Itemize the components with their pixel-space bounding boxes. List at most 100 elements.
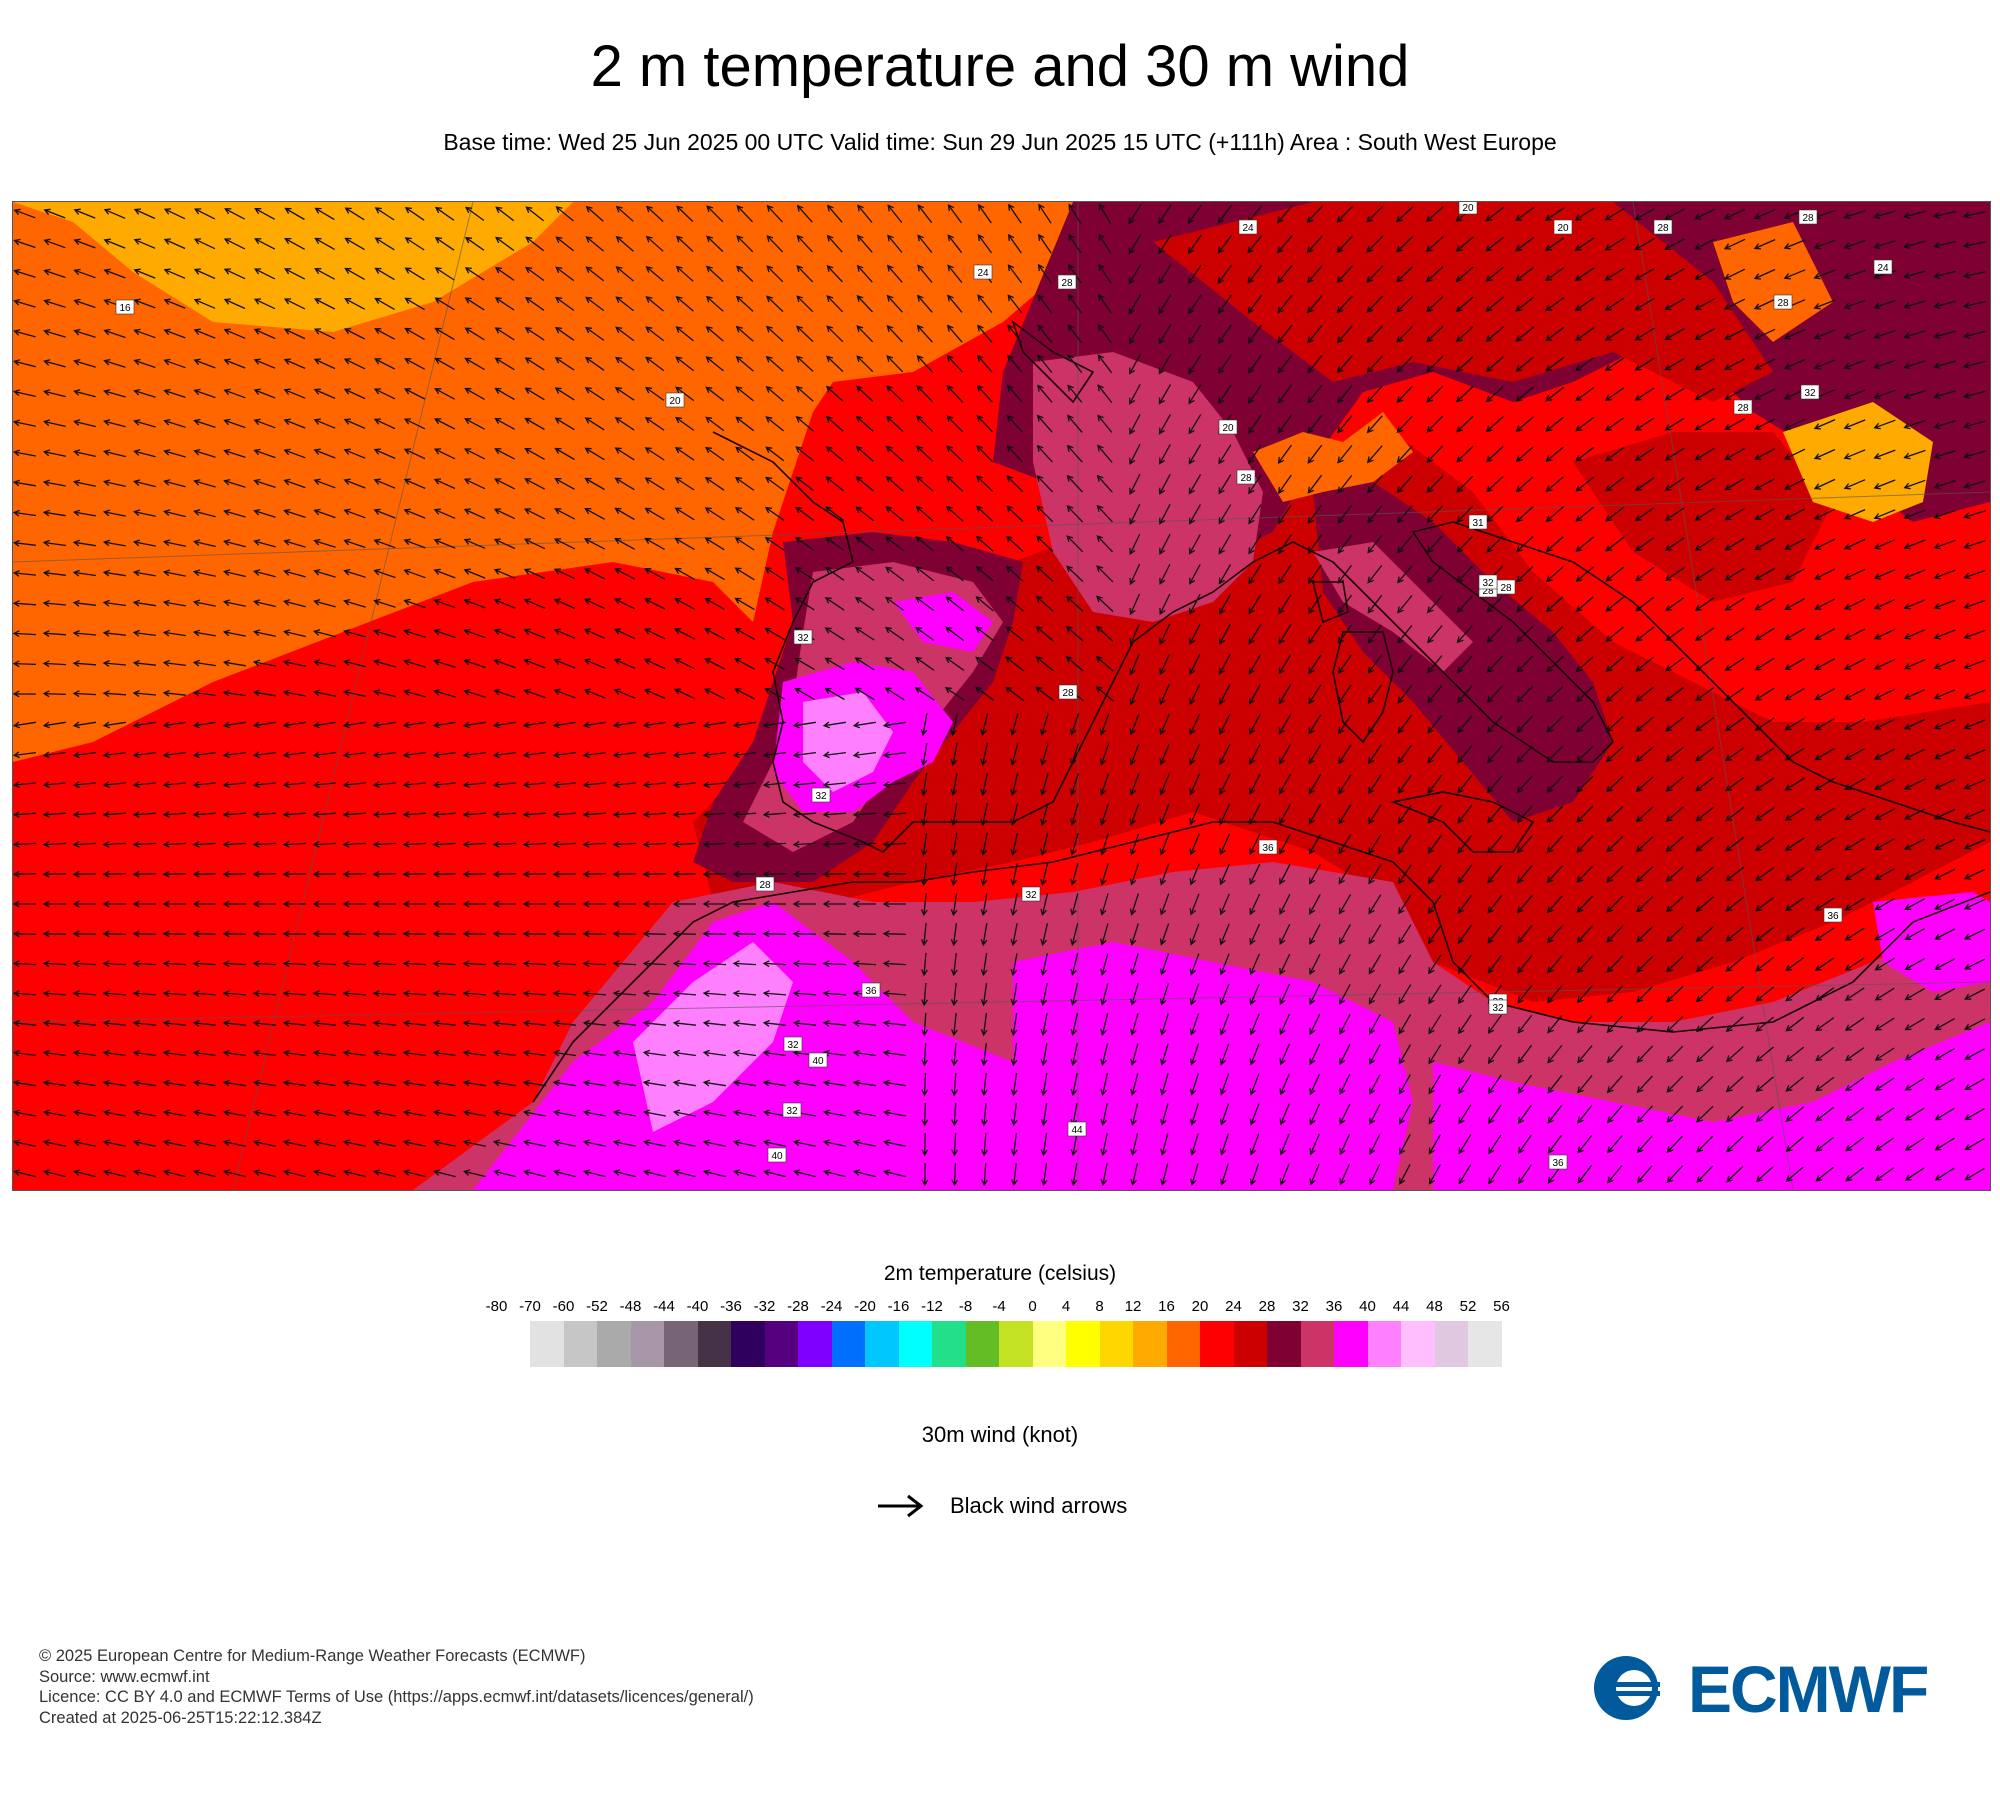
- wind-arrow: [582, 751, 606, 759]
- wind-arrow: [372, 1019, 396, 1027]
- svg-text:28: 28: [1482, 586, 1494, 597]
- wind-arrow: [432, 1079, 457, 1087]
- wind-arrow: [312, 960, 337, 968]
- wind-arrow: [882, 1079, 907, 1087]
- wind-arrow: [945, 596, 965, 612]
- wind-arrow: [915, 475, 934, 492]
- wind-arrow: [283, 358, 306, 369]
- wind-arrow: [1337, 444, 1353, 464]
- wind-arrow: [72, 1109, 96, 1117]
- wind-arrow: [916, 324, 933, 343]
- wind-arrow: [1366, 445, 1383, 464]
- wind-arrow: [1309, 953, 1321, 976]
- wind-arrow: [615, 296, 635, 312]
- wind-arrow: [1665, 985, 1684, 1003]
- wind-arrow: [1035, 656, 1054, 672]
- wind-arrow: [1160, 1133, 1169, 1156]
- wind-arrow: [1725, 1076, 1744, 1093]
- wind-arrow: [1934, 1047, 1955, 1061]
- wind-arrow: [193, 208, 216, 220]
- wind-arrow: [1516, 775, 1533, 794]
- wind-arrow: [433, 689, 456, 698]
- wind-arrow: [1189, 593, 1201, 616]
- wind-arrow: [1723, 208, 1746, 220]
- wind-arrow: [852, 930, 877, 938]
- wind-arrow: [766, 235, 784, 253]
- colorbar-swatch: [932, 1321, 966, 1367]
- wind-arrow: [582, 960, 607, 968]
- wind-arrow: [951, 1102, 959, 1127]
- wind-arrow: [1576, 1015, 1593, 1034]
- wind-arrow: [1606, 865, 1624, 883]
- wind-arrow: [762, 721, 787, 729]
- wind-arrow: [344, 207, 365, 221]
- wind-arrow: [1396, 415, 1413, 434]
- wind-arrow: [1159, 563, 1171, 586]
- wind-arrow: [495, 206, 515, 222]
- wind-arrow: [162, 960, 187, 968]
- wind-arrow: [312, 689, 336, 697]
- wind-arrow: [222, 569, 246, 578]
- wind-arrow: [1219, 1103, 1230, 1126]
- wind-arrow: [672, 1049, 696, 1057]
- wind-legend-title: 30m wind (knot): [921, 1422, 1079, 1447]
- wind-arrow: [344, 298, 366, 310]
- wind-arrow: [312, 751, 336, 759]
- wind-arrow: [523, 688, 546, 699]
- wind-arrow: [1005, 535, 1024, 552]
- contour-label: 24: [1238, 219, 1258, 235]
- wind-arrow: [1247, 324, 1263, 345]
- wind-arrow: [312, 1169, 336, 1178]
- wind-arrow: [103, 358, 126, 368]
- wind-arrow: [222, 900, 246, 908]
- wind-arrow: [1577, 1134, 1593, 1154]
- wind-arrow: [1726, 1136, 1744, 1153]
- wind-arrow: [404, 267, 425, 281]
- wind-arrow: [102, 1079, 127, 1087]
- colorbar-tick-label: -52: [586, 1298, 608, 1315]
- temperature-legend-ticks: -80 -70 -60 -52 -48 -44 -40 -36 -32 -28 -24 -20 -16-…: [0, 1298, 2000, 1318]
- wind-arrow: [1963, 868, 1986, 880]
- colorbar-tick-label: -4: [992, 1298, 1006, 1315]
- wind-arrow: [313, 599, 336, 608]
- wind-arrow: [1189, 1043, 1200, 1066]
- wind-arrow: [1458, 1014, 1472, 1035]
- wind-arrow: [1366, 265, 1384, 283]
- colorbar-tick-label: 40: [1359, 1298, 1376, 1315]
- wind-arrow: [1338, 924, 1351, 945]
- wind-arrow: [282, 1109, 306, 1117]
- wind-arrow: [1696, 1046, 1714, 1063]
- wind-arrow: [1753, 388, 1776, 400]
- wind-arrow: [766, 265, 784, 283]
- wind-arrow: [1069, 713, 1080, 736]
- wind-arrow: [222, 659, 246, 667]
- wind-arrow: [1279, 1043, 1290, 1066]
- wind-arrow: [1097, 324, 1112, 344]
- wind-arrow: [702, 1049, 726, 1057]
- wind-arrow: [1546, 775, 1564, 793]
- wind-arrow: [1515, 266, 1535, 282]
- colorbar-swatch: [1200, 1321, 1234, 1367]
- wind-arrow: [282, 629, 306, 638]
- wind-arrow: [1664, 268, 1685, 280]
- wind-arrow: [1666, 1105, 1684, 1123]
- contour-label: 24: [1873, 259, 1893, 275]
- wind-arrow: [1217, 264, 1233, 284]
- contour-label: 28: [1236, 469, 1256, 485]
- wind-arrow: [1754, 508, 1775, 520]
- wind-arrow: [1636, 1015, 1654, 1033]
- wind-arrow: [914, 687, 935, 701]
- wind-arrow: [702, 1139, 726, 1147]
- wind-arrow: [1010, 1043, 1018, 1067]
- wind-arrow: [1426, 385, 1444, 403]
- wind-arrow: [1546, 745, 1564, 763]
- wind-arrow: [1636, 1075, 1653, 1094]
- wind-arrow: [1485, 266, 1504, 282]
- wind-arrow: [1188, 474, 1202, 495]
- wind-arrow: [1098, 203, 1112, 224]
- wind-arrow: [1128, 204, 1142, 225]
- wind-arrow: [284, 207, 305, 221]
- wind-arrow: [132, 569, 156, 577]
- wind-arrow: [1458, 1074, 1472, 1095]
- wind-arrow: [1903, 569, 1926, 580]
